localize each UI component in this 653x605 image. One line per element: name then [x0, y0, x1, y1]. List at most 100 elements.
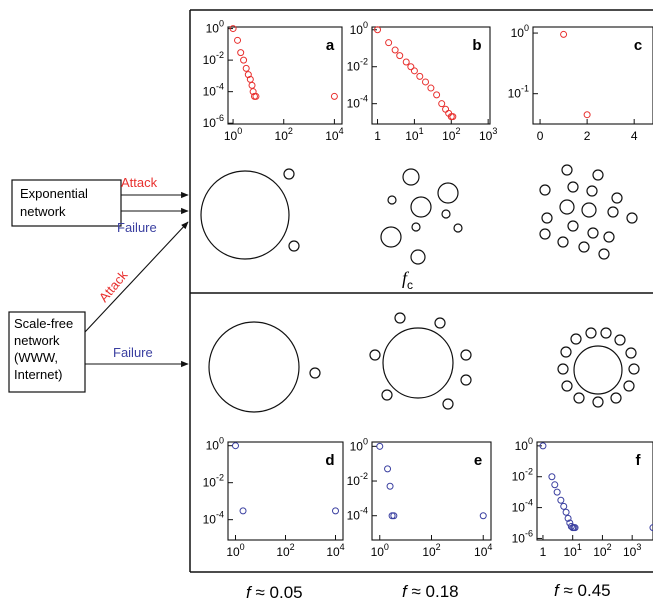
- data-point: [427, 84, 435, 92]
- exponential-label-line2: network: [20, 204, 66, 219]
- cluster: [402, 168, 420, 186]
- cluster: [603, 231, 615, 243]
- cluster: [559, 199, 575, 215]
- fc-label: fc: [402, 268, 413, 292]
- sf-network-f045: [557, 327, 640, 408]
- y-tick-label: 10-4: [203, 82, 224, 99]
- cluster: [586, 185, 598, 197]
- cluster: [626, 212, 638, 224]
- panel-letter: d: [325, 452, 334, 469]
- x-tick-label: 103: [479, 126, 497, 143]
- y-tick-label: 100: [511, 23, 529, 40]
- y-tick-label: 10-4: [347, 506, 368, 523]
- y-tick-label: 100: [350, 20, 368, 37]
- small-cluster: [557, 363, 569, 375]
- x-tick-label: 100: [224, 126, 242, 143]
- data-point: [240, 56, 248, 64]
- x-tick-label: 2: [584, 129, 591, 143]
- y-tick-label: 10-2: [203, 50, 224, 67]
- cluster: [437, 182, 459, 204]
- plot-frame: [227, 26, 343, 125]
- plot-frame: [227, 441, 344, 541]
- scale-free-network-box: Scale-free network (WWW, Internet): [8, 311, 86, 393]
- failure-label-scale-free: Failure: [113, 345, 153, 360]
- exp-network-f018: [380, 168, 463, 265]
- small-cluster: [460, 374, 472, 386]
- f-label-018: f ≈ 0.18: [402, 582, 459, 601]
- small-cluster: [288, 240, 300, 252]
- y-tick-label: 100: [350, 436, 368, 453]
- small-cluster: [623, 380, 635, 392]
- small-cluster: [610, 392, 622, 404]
- cluster: [567, 181, 579, 193]
- data-point: [242, 64, 250, 72]
- panel-letter: e: [474, 452, 482, 469]
- x-tick-label: 103: [623, 542, 641, 559]
- data-point: [407, 63, 415, 71]
- x-tick-label: 1: [540, 545, 547, 559]
- panel-letter: f: [636, 452, 642, 469]
- small-cluster: [592, 396, 604, 408]
- data-point: [237, 49, 245, 57]
- cluster: [539, 228, 551, 240]
- y-tick-label: 10-6: [512, 528, 533, 545]
- data-point: [551, 481, 559, 489]
- cluster: [410, 249, 426, 265]
- data-point: [583, 111, 591, 119]
- giant-cluster: [200, 170, 290, 260]
- exp-network-f005: [200, 168, 300, 260]
- scale-free-label-line3: (WWW,: [14, 350, 58, 365]
- data-point: [396, 52, 404, 60]
- y-tick-label: 10-4: [347, 94, 368, 111]
- x-tick-label: 101: [564, 542, 582, 559]
- cluster: [411, 222, 421, 232]
- x-tick-label: 102: [422, 542, 440, 559]
- data-point: [422, 78, 430, 86]
- x-tick-label: 100: [226, 542, 244, 559]
- x-tick-label: 4: [631, 129, 638, 143]
- x-tick-label: 102: [275, 126, 293, 143]
- data-point: [553, 488, 561, 496]
- y-tick-label: 10-2: [347, 471, 368, 488]
- x-tick-label: 104: [474, 542, 492, 559]
- plot-frame: [371, 441, 492, 541]
- x-tick-label: 1: [374, 129, 381, 143]
- data-point: [390, 512, 398, 520]
- y-tick-label: 10-1: [508, 84, 529, 101]
- panel-letter: c: [634, 37, 642, 54]
- small-cluster: [585, 327, 597, 339]
- small-cluster: [570, 333, 582, 345]
- inset-plot-c: 100 10-1 0 2 4 c: [508, 23, 653, 143]
- arrow-attack-scale-free: [84, 221, 189, 333]
- exponential-network-box: Exponential network: [11, 179, 122, 227]
- panel-letter: a: [326, 37, 335, 54]
- data-point: [386, 482, 394, 490]
- y-tick-label: 100: [515, 436, 533, 453]
- small-cluster: [561, 380, 573, 392]
- data-point: [557, 496, 565, 504]
- data-point: [229, 25, 237, 33]
- x-tick-label: 104: [326, 542, 344, 559]
- data-point: [239, 507, 247, 515]
- data-point: [332, 507, 339, 515]
- data-point: [410, 67, 418, 75]
- small-cluster: [283, 168, 295, 180]
- cluster: [410, 196, 432, 218]
- giant-cluster: [208, 321, 300, 413]
- x-tick-label: 102: [442, 126, 460, 143]
- y-tick-label: 10-4: [512, 498, 533, 515]
- data-point: [560, 30, 568, 38]
- small-cluster: [628, 363, 640, 375]
- cluster: [578, 241, 590, 253]
- x-tick-label: 101: [405, 126, 423, 143]
- y-tick-label: 10-2: [512, 467, 533, 484]
- x-tick-label: 100: [371, 542, 389, 559]
- data-point: [391, 46, 399, 54]
- arrows: [84, 191, 189, 368]
- x-tick-label: 0: [537, 129, 544, 143]
- cluster: [557, 236, 569, 248]
- cluster: [387, 195, 397, 205]
